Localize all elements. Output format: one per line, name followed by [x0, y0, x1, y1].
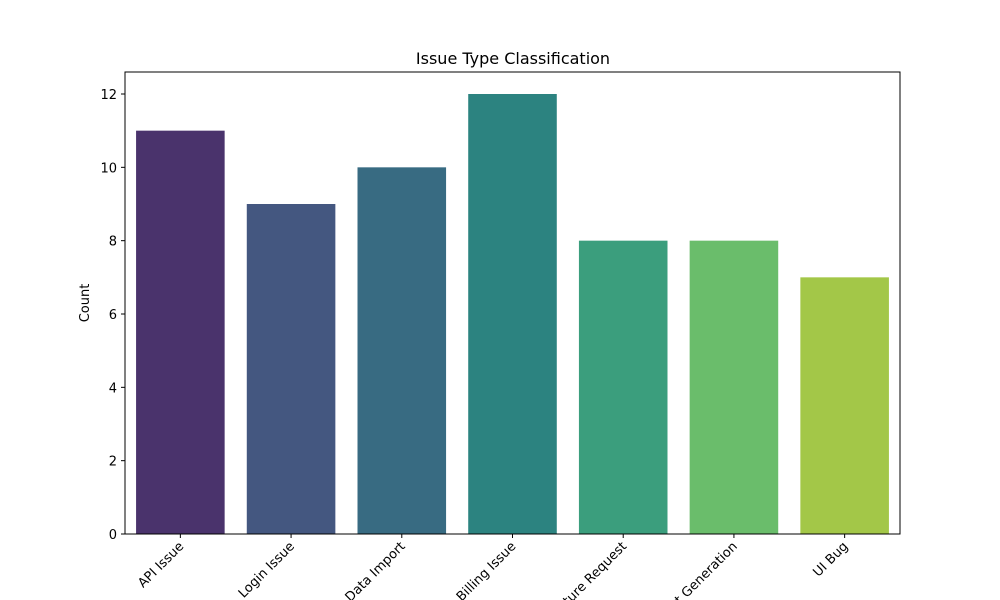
y-tick-label: 4 — [109, 381, 117, 396]
x-tick-label-api-issue: API Issue — [135, 539, 187, 591]
bar-feature-request — [578, 240, 668, 534]
y-tick-label: 2 — [109, 455, 117, 470]
y-axis-ticks: 0 2 4 6 8 10 12 — [100, 88, 125, 543]
y-axis-label: Count — [78, 284, 93, 323]
x-tick-label-billing-issue: Billing Issue — [454, 539, 519, 600]
y-tick-label: 6 — [109, 308, 117, 323]
bar-data-import — [357, 167, 447, 535]
y-tick-label: 12 — [100, 88, 117, 103]
x-tick-label-report-generation: Report Generation — [645, 539, 740, 600]
chart-title: Issue Type Classification — [416, 49, 610, 68]
x-axis-ticks: API Issue Login Issue Data Import Billing I… — [135, 534, 851, 600]
bar-report-generation — [689, 240, 779, 534]
x-tick-label-login-issue: Login Issue — [236, 539, 298, 600]
bar-login-issue — [246, 204, 336, 534]
bar-billing-issue — [468, 94, 557, 534]
x-tick-label-feature-request: Feature Request — [544, 539, 630, 600]
x-tick-label-ui-bug: UI Bug — [811, 539, 852, 580]
y-tick-label: 0 — [109, 528, 117, 543]
bars-group — [136, 94, 889, 535]
bar-ui-bug — [800, 277, 889, 534]
y-tick-label: 10 — [100, 161, 117, 176]
x-tick-label-data-import: Data Import — [343, 539, 409, 600]
y-tick-label: 8 — [109, 235, 117, 250]
bar-api-issue — [136, 130, 225, 534]
plot-frame — [124, 71, 901, 535]
